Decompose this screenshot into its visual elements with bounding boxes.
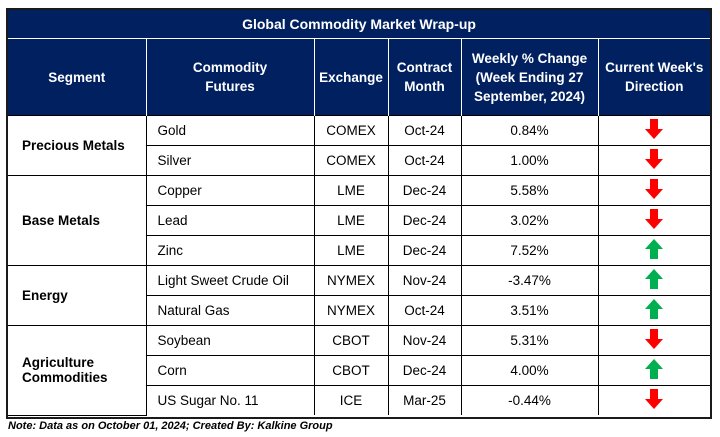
table-row: Natural Gas NYMEX Oct-24 3.51% bbox=[8, 295, 710, 326]
future-cell: Zinc bbox=[145, 235, 315, 266]
segment-precious-metals: Precious Metals bbox=[8, 115, 147, 176]
segment-agriculture: Agriculture Commodities bbox=[8, 325, 147, 416]
header-futures: Commodity Futures bbox=[145, 39, 315, 116]
month-cell: Oct-24 bbox=[387, 145, 462, 176]
arrow-up-icon bbox=[644, 298, 664, 323]
arrow-down-icon bbox=[644, 148, 664, 173]
change-cell: 0.84% bbox=[460, 115, 599, 146]
future-cell: US Sugar No. 11 bbox=[145, 385, 315, 415]
month-cell: Mar-25 bbox=[387, 385, 462, 415]
direction-cell bbox=[597, 115, 710, 146]
header-exchange: Exchange bbox=[313, 39, 389, 116]
arrow-down-icon bbox=[644, 388, 664, 413]
change-cell: 1.00% bbox=[460, 145, 599, 176]
header-segment: Segment bbox=[8, 39, 147, 116]
commodity-table: Segment Commodity Futures Exchange Contra… bbox=[8, 39, 710, 416]
exchange-cell: NYMEX bbox=[313, 295, 389, 326]
future-cell: Natural Gas bbox=[145, 295, 315, 326]
month-cell: Dec-24 bbox=[387, 175, 462, 206]
exchange-cell: COMEX bbox=[313, 145, 389, 176]
future-cell: Lead bbox=[145, 205, 315, 236]
month-cell: Dec-24 bbox=[387, 205, 462, 236]
future-cell: Silver bbox=[145, 145, 315, 176]
arrow-up-icon bbox=[644, 238, 664, 263]
segment-base-metals: Base Metals bbox=[8, 175, 147, 266]
table-row: Corn CBOT Dec-24 4.00% bbox=[8, 355, 710, 386]
table-row: Base Metals Copper LME Dec-24 5.58% bbox=[8, 175, 710, 266]
arrow-down-icon bbox=[644, 328, 664, 353]
exchange-cell: LME bbox=[313, 235, 389, 266]
change-cell: 4.00% bbox=[460, 355, 599, 386]
change-cell: 3.51% bbox=[460, 295, 599, 326]
future-cell: Light Sweet Crude Oil bbox=[145, 265, 315, 296]
exchange-cell: COMEX bbox=[313, 115, 389, 146]
commodity-table-frame: Global Commodity Market Wrap-up Segment … bbox=[6, 8, 712, 419]
arrow-up-icon bbox=[644, 358, 664, 383]
exchange-cell: ICE bbox=[313, 385, 389, 415]
table-row: Silver COMEX Oct-24 1.00% bbox=[8, 145, 710, 176]
exchange-cell: CBOT bbox=[313, 355, 389, 386]
future-cell: Copper bbox=[145, 175, 315, 206]
header-month: Contract Month bbox=[387, 39, 462, 116]
header-change: Weekly % Change (Week Ending 27 September,… bbox=[460, 39, 599, 116]
exchange-cell: CBOT bbox=[313, 325, 389, 356]
direction-cell bbox=[597, 325, 710, 356]
month-cell: Dec-24 bbox=[387, 355, 462, 386]
arrow-up-icon bbox=[644, 268, 664, 293]
table-row: Lead LME Dec-24 3.02% bbox=[8, 205, 710, 236]
future-cell: Soybean bbox=[145, 325, 315, 356]
direction-cell bbox=[597, 235, 710, 266]
month-cell: Oct-24 bbox=[387, 295, 462, 326]
table-row: Zinc LME Dec-24 7.52% bbox=[8, 235, 710, 266]
table-row: US Sugar No. 11 ICE Mar-25 -0.44% bbox=[8, 385, 710, 415]
change-cell: -0.44% bbox=[460, 385, 599, 415]
month-cell: Dec-24 bbox=[387, 235, 462, 266]
direction-cell bbox=[597, 205, 710, 236]
future-cell: Gold bbox=[145, 115, 315, 146]
arrow-down-icon bbox=[644, 178, 664, 203]
direction-cell bbox=[597, 385, 710, 415]
month-cell: Nov-24 bbox=[387, 325, 462, 356]
table-row: Precious Metals Gold COMEX Oct-24 0.84% bbox=[8, 115, 710, 176]
direction-cell bbox=[597, 175, 710, 206]
exchange-cell: NYMEX bbox=[313, 265, 389, 296]
arrow-down-icon bbox=[644, 208, 664, 233]
exchange-cell: LME bbox=[313, 205, 389, 236]
footnote: Note: Data as on October 01, 2024; Creat… bbox=[8, 420, 333, 432]
arrow-down-icon bbox=[644, 118, 664, 143]
direction-cell bbox=[597, 355, 710, 386]
table-title: Global Commodity Market Wrap-up bbox=[8, 10, 710, 39]
direction-cell bbox=[597, 295, 710, 326]
direction-cell bbox=[597, 145, 710, 176]
change-cell: 7.52% bbox=[460, 235, 599, 266]
table-row: Agriculture Commodities Soybean CBOT Nov-… bbox=[8, 325, 710, 416]
direction-cell bbox=[597, 265, 710, 296]
future-cell: Corn bbox=[145, 355, 315, 386]
month-cell: Oct-24 bbox=[387, 115, 462, 146]
change-cell: 3.02% bbox=[460, 205, 599, 236]
exchange-cell: LME bbox=[313, 175, 389, 206]
segment-energy: Energy bbox=[8, 265, 147, 326]
change-cell: -3.47% bbox=[460, 265, 599, 296]
header-direction: Current Week's Direction bbox=[597, 39, 710, 116]
month-cell: Nov-24 bbox=[387, 265, 462, 296]
change-cell: 5.58% bbox=[460, 175, 599, 206]
header-row: Segment Commodity Futures Exchange Contra… bbox=[8, 39, 710, 116]
change-cell: 5.31% bbox=[460, 325, 599, 356]
table-row: Energy Light Sweet Crude Oil NYMEX Nov-2… bbox=[8, 265, 710, 326]
